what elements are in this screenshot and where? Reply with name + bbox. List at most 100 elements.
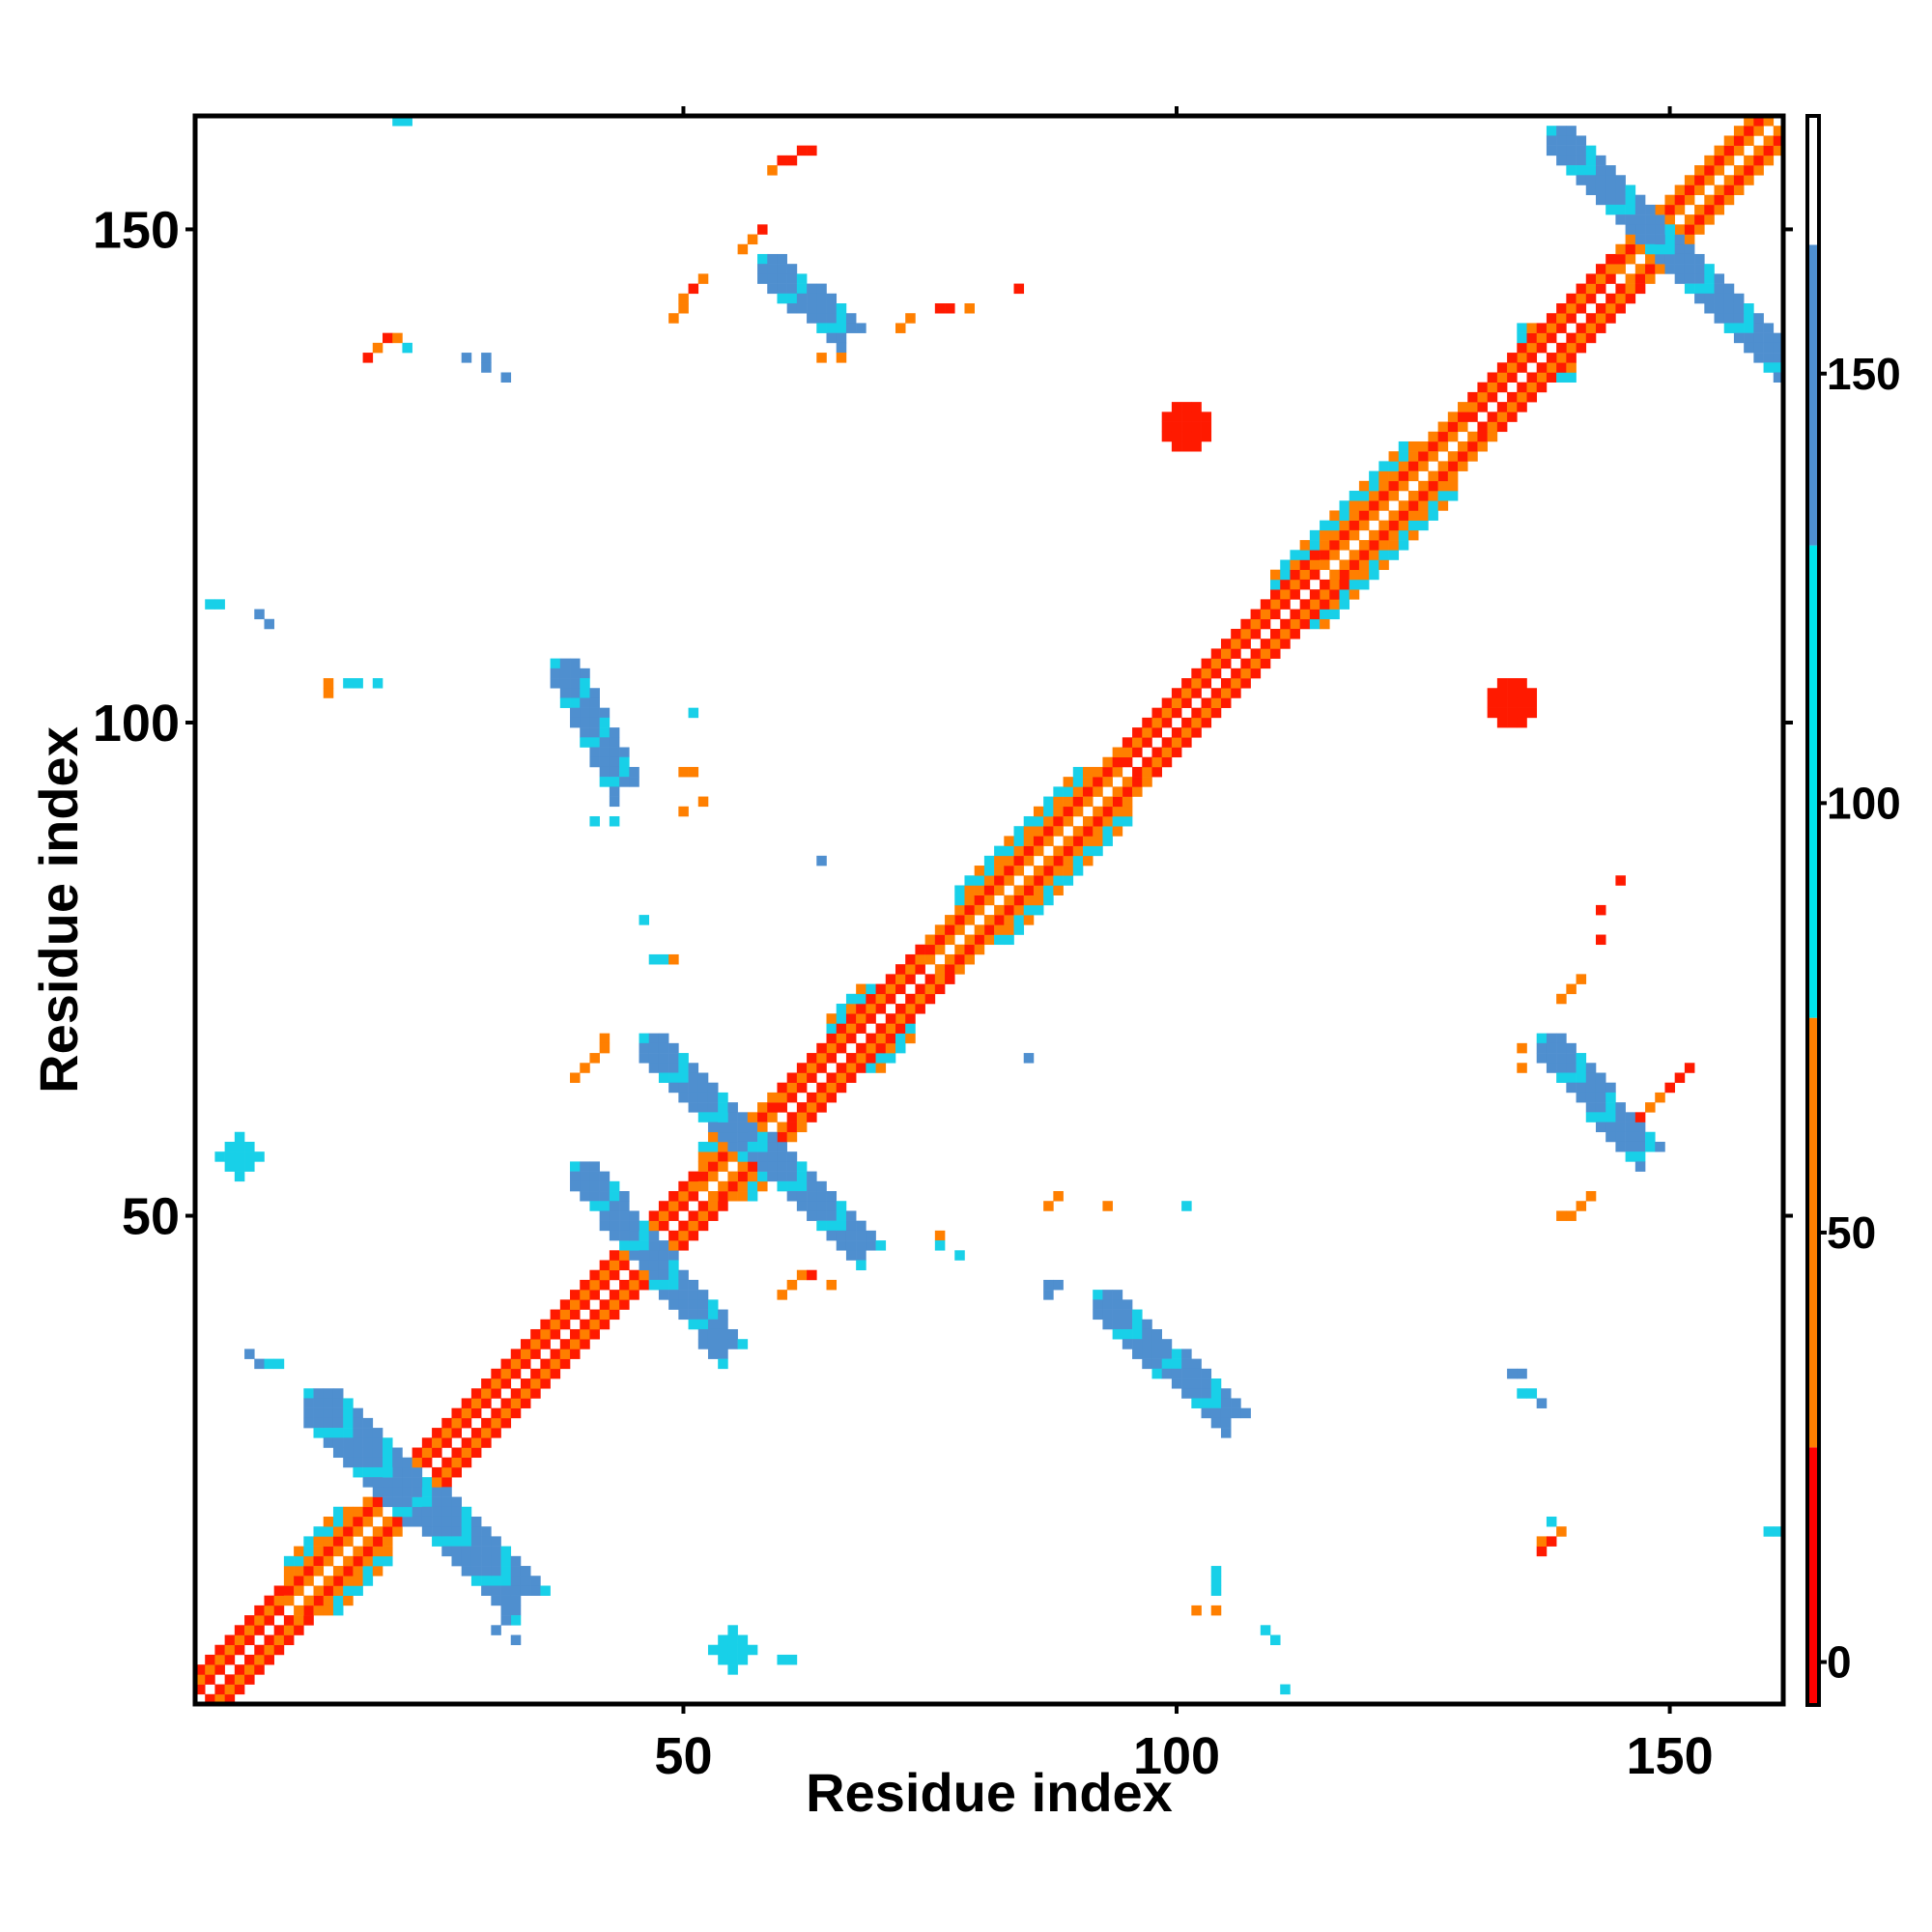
heatmap-cell: [807, 1102, 817, 1113]
heatmap-cell: [500, 1398, 512, 1408]
heatmap-cell: [1684, 243, 1695, 255]
heatmap-cell: [836, 1042, 847, 1054]
heatmap-cell: [1704, 264, 1715, 274]
heatmap-cell: [934, 944, 946, 955]
heatmap-cell: [1053, 845, 1064, 857]
heatmap-cell: [1013, 845, 1025, 857]
heatmap-cell: [1033, 895, 1044, 906]
heatmap-cell: [372, 678, 384, 689]
heatmap-cell: [964, 915, 975, 925]
heatmap-cell: [678, 1180, 689, 1192]
heatmap-cell: [1576, 1063, 1587, 1073]
heatmap-cell: [1437, 480, 1449, 492]
heatmap-cell: [451, 1516, 462, 1527]
heatmap-cell: [1093, 766, 1103, 778]
heatmap-cell: [1585, 1092, 1597, 1103]
heatmap-cell: [1369, 470, 1379, 482]
heatmap-cell: [1507, 353, 1518, 363]
heatmap-cell: [707, 1191, 719, 1202]
heatmap-cell: [313, 1526, 325, 1537]
heatmap-cell: [451, 1496, 462, 1508]
heatmap-cell: [1329, 599, 1340, 610]
heatmap-cell: [747, 1141, 758, 1152]
heatmap-cell: [1102, 806, 1113, 817]
heatmap-cell: [1714, 165, 1725, 176]
heatmap-cell: [550, 678, 561, 689]
heatmap-cell: [845, 1072, 857, 1083]
heatmap-cell: [1467, 431, 1478, 442]
heatmap-cell: [836, 323, 847, 333]
heatmap-cell: [421, 1457, 433, 1468]
heatmap-cell: [777, 273, 787, 284]
heatmap-cell: [1566, 155, 1577, 166]
heatmap-cell: [481, 1536, 492, 1547]
heatmap-cell: [1625, 283, 1636, 295]
heatmap-cell: [1320, 618, 1330, 630]
heatmap-cell: [273, 1634, 285, 1646]
heatmap-cell: [836, 1201, 847, 1211]
heatmap-cell: [1694, 293, 1705, 304]
heatmap-cell: [619, 777, 630, 787]
heatmap-cell: [1112, 747, 1123, 758]
heatmap-cell: [441, 1417, 452, 1429]
heatmap-cell: [767, 1102, 778, 1113]
heatmap-cell: [668, 1191, 679, 1202]
heatmap-cell: [1191, 707, 1202, 719]
heatmap-cell: [570, 1290, 581, 1300]
heatmap-cell: [589, 1279, 600, 1291]
heatmap-cell: [1053, 875, 1064, 886]
heatmap-cell: [362, 1536, 374, 1547]
heatmap-cell: [648, 1042, 660, 1054]
heatmap-cell: [1013, 904, 1025, 916]
heatmap-cell: [1072, 826, 1084, 837]
heatmap-cell: [510, 1605, 522, 1616]
heatmap-cell: [383, 1487, 393, 1497]
heatmap-cell: [470, 1526, 482, 1537]
heatmap-cell: [1358, 520, 1370, 531]
heatmap-cell: [816, 1042, 827, 1054]
heatmap-cell: [678, 1063, 689, 1073]
heatmap-cell: [1240, 668, 1251, 679]
heatmap-cell: [974, 924, 985, 935]
heatmap-cell: [1645, 273, 1656, 284]
heatmap-cell: [1181, 1378, 1192, 1389]
heatmap-cell: [244, 1141, 255, 1152]
heatmap-cell: [1260, 599, 1271, 610]
heatmap-cell: [402, 1496, 412, 1508]
heatmap-cell: [1210, 1566, 1222, 1577]
heatmap-cell: [796, 1191, 808, 1202]
heatmap-cell: [707, 1299, 719, 1310]
heatmap-cell: [224, 1644, 236, 1656]
heatmap-cell: [1556, 1210, 1567, 1221]
heatmap-cell: [1122, 1319, 1133, 1330]
heatmap-cell: [332, 1546, 344, 1557]
heatmap-cell: [1645, 243, 1656, 255]
heatmap-cell: [707, 1210, 719, 1221]
heatmap-cell: [688, 1279, 699, 1291]
heatmap-cell: [1605, 1122, 1616, 1133]
heatmap-cell: [244, 1625, 255, 1635]
heatmap-cell: [1004, 915, 1014, 925]
heatmap-cell: [1496, 421, 1508, 433]
heatmap-cell: [1576, 283, 1587, 295]
heatmap-cell: [1437, 500, 1449, 511]
heatmap-cell: [1181, 1201, 1192, 1211]
heatmap-cell: [1349, 529, 1360, 541]
heatmap-cell: [1763, 155, 1775, 166]
heatmap-cell: [1507, 1368, 1518, 1379]
heatmap-cell: [826, 1220, 838, 1232]
heatmap-cell: [343, 1407, 354, 1419]
heatmap-cell: [500, 1417, 512, 1429]
heatmap-cell: [1536, 332, 1548, 344]
heatmap-cell: [668, 1042, 679, 1054]
heatmap-cell: [1063, 815, 1074, 827]
heatmap-cell: [1763, 1526, 1775, 1537]
y-tick-label: 100: [93, 695, 180, 753]
heatmap-cell: [826, 1210, 838, 1221]
heatmap-cell: [1625, 204, 1636, 215]
heatmap-cell: [845, 1053, 857, 1064]
heatmap-cell: [1418, 491, 1429, 501]
heatmap-cell: [372, 1566, 384, 1577]
heatmap-cell: [1428, 470, 1438, 482]
